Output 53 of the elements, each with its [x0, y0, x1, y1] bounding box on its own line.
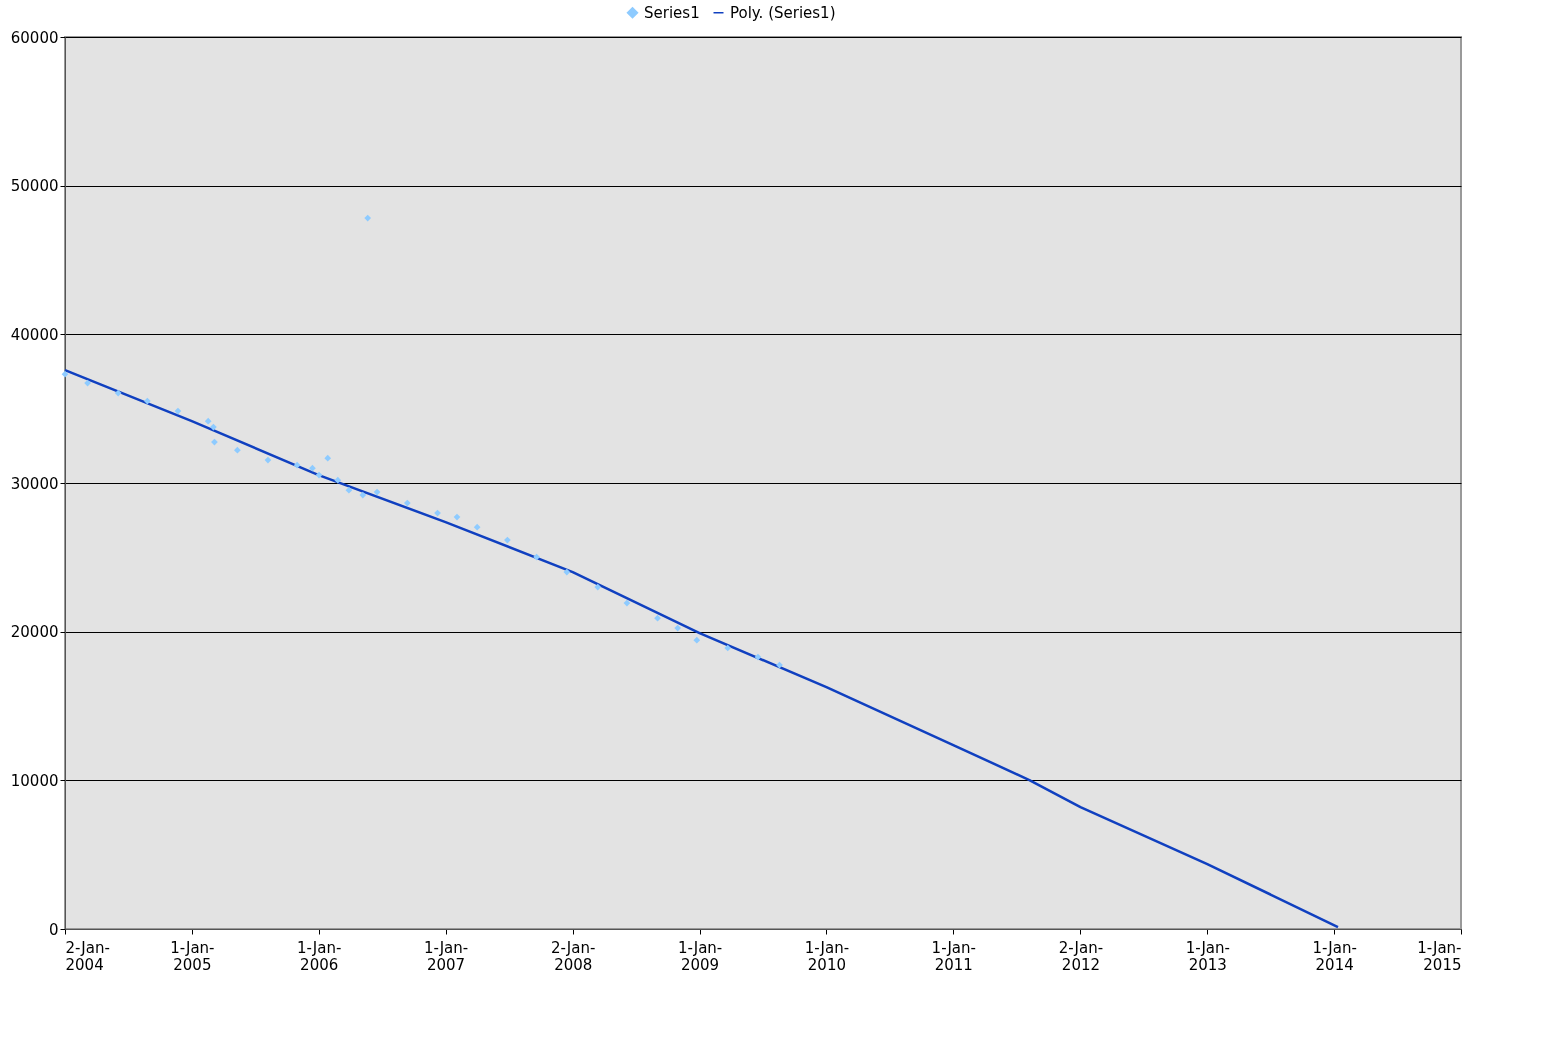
point: [403, 499, 411, 507]
legend-label: Poly. (Series1): [730, 3, 836, 22]
x-tick-label: 1-Jan- 2014: [1312, 938, 1357, 974]
point: [654, 614, 661, 622]
point: [211, 438, 218, 446]
point: [315, 471, 323, 479]
point: [345, 486, 353, 494]
point: [594, 583, 602, 591]
point: [724, 644, 732, 652]
point: [674, 624, 682, 632]
point: [309, 464, 316, 472]
y-tick-label: 60000: [10, 28, 59, 47]
y-tick-label: 20000: [10, 623, 59, 642]
x-tick-label: 1-Jan- 2011: [931, 938, 976, 974]
legend-label: Series1: [644, 3, 700, 22]
y-tick-label: 0: [48, 920, 59, 939]
point: [623, 599, 631, 607]
line-series: [63, 368, 1340, 929]
x-tick-label: 1-Jan- 2007: [423, 938, 469, 974]
point: [754, 653, 762, 661]
point: [364, 214, 372, 222]
y-tick-label: 50000: [10, 177, 59, 196]
point: [174, 407, 182, 415]
point: [563, 568, 571, 576]
x-tick-label: 1-Jan- 2010: [804, 938, 850, 974]
point: [473, 523, 481, 531]
x-tick-label: 1-Jan- 2006: [297, 938, 342, 974]
point: [693, 636, 701, 644]
x-tick-label: 1-Jan- 2009: [677, 938, 723, 974]
x-tick-label: 1-Jan- 2015: [1417, 938, 1462, 974]
x-tick-label: 2-Jan- 2004: [65, 938, 110, 974]
y-tick-label: 10000: [10, 771, 59, 790]
point: [324, 454, 332, 462]
point: [234, 446, 241, 454]
y-tick-label: 40000: [10, 325, 59, 344]
point: [204, 417, 212, 425]
point: [504, 536, 511, 544]
x-tick-label: 2-Jan- 2008: [551, 938, 596, 974]
x-tick-label: 2-Jan- 2012: [1058, 938, 1104, 974]
point: [61, 370, 69, 378]
point: [144, 397, 151, 405]
point: [210, 423, 217, 431]
point: [334, 476, 342, 484]
point: [373, 488, 381, 496]
x-tick-label: 1-Jan- 2013: [1185, 938, 1230, 974]
point: [453, 513, 461, 521]
y-tick-label: 30000: [10, 474, 59, 493]
x-tick-label: 1-Jan- 2005: [170, 938, 215, 974]
point: [114, 389, 122, 397]
point: [359, 491, 367, 499]
point: [264, 456, 272, 464]
point: [293, 461, 301, 469]
point: [84, 379, 91, 387]
